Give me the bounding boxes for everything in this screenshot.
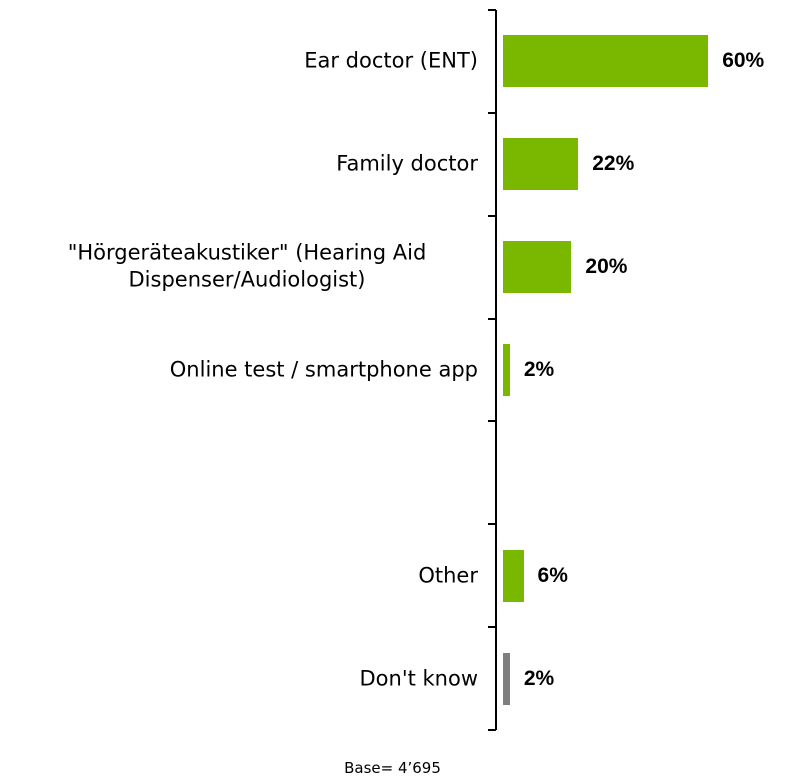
bar xyxy=(503,652,510,705)
axis-tick xyxy=(488,214,496,217)
axis-tick xyxy=(488,9,496,11)
category-label: Other xyxy=(8,562,478,589)
category-label: Online test / smartphone app xyxy=(8,356,478,383)
bar xyxy=(503,344,510,396)
footnote: Base= 4’695 xyxy=(344,759,441,777)
axis-tick xyxy=(488,729,496,731)
category-label: Don't know xyxy=(8,665,478,692)
category-text: Family doctor xyxy=(336,151,478,176)
category-text: Don't know xyxy=(359,665,478,690)
category-text: Other xyxy=(418,563,478,588)
category-text: Ear doctor (ENT) xyxy=(304,48,478,73)
category-text: "Hörgeräteakustiker" (Hearing Aid Dispen… xyxy=(67,240,427,293)
axis-tick xyxy=(488,523,496,526)
value-label: 2% xyxy=(523,666,555,690)
category-label: "Hörgeräteakustiker" (Hearing Aid Dispen… xyxy=(8,240,478,295)
value-label: 2% xyxy=(523,358,555,381)
value-label: 22% xyxy=(592,152,635,176)
bar xyxy=(503,241,572,294)
value-label: 20% xyxy=(585,255,628,279)
axis-tick xyxy=(488,317,496,320)
category-label: Family doctor xyxy=(8,151,478,178)
value-label: 60% xyxy=(722,49,765,73)
axis-tick xyxy=(488,420,496,423)
axis-tick xyxy=(488,626,496,629)
axis-line xyxy=(495,10,497,730)
axis-tick xyxy=(488,111,496,114)
category-label: Ear doctor (ENT) xyxy=(8,48,478,75)
bar xyxy=(503,138,579,191)
bar xyxy=(503,549,524,602)
bar xyxy=(503,35,709,88)
category-text: Online test / smartphone app xyxy=(169,357,478,382)
value-label: 6% xyxy=(537,563,568,587)
